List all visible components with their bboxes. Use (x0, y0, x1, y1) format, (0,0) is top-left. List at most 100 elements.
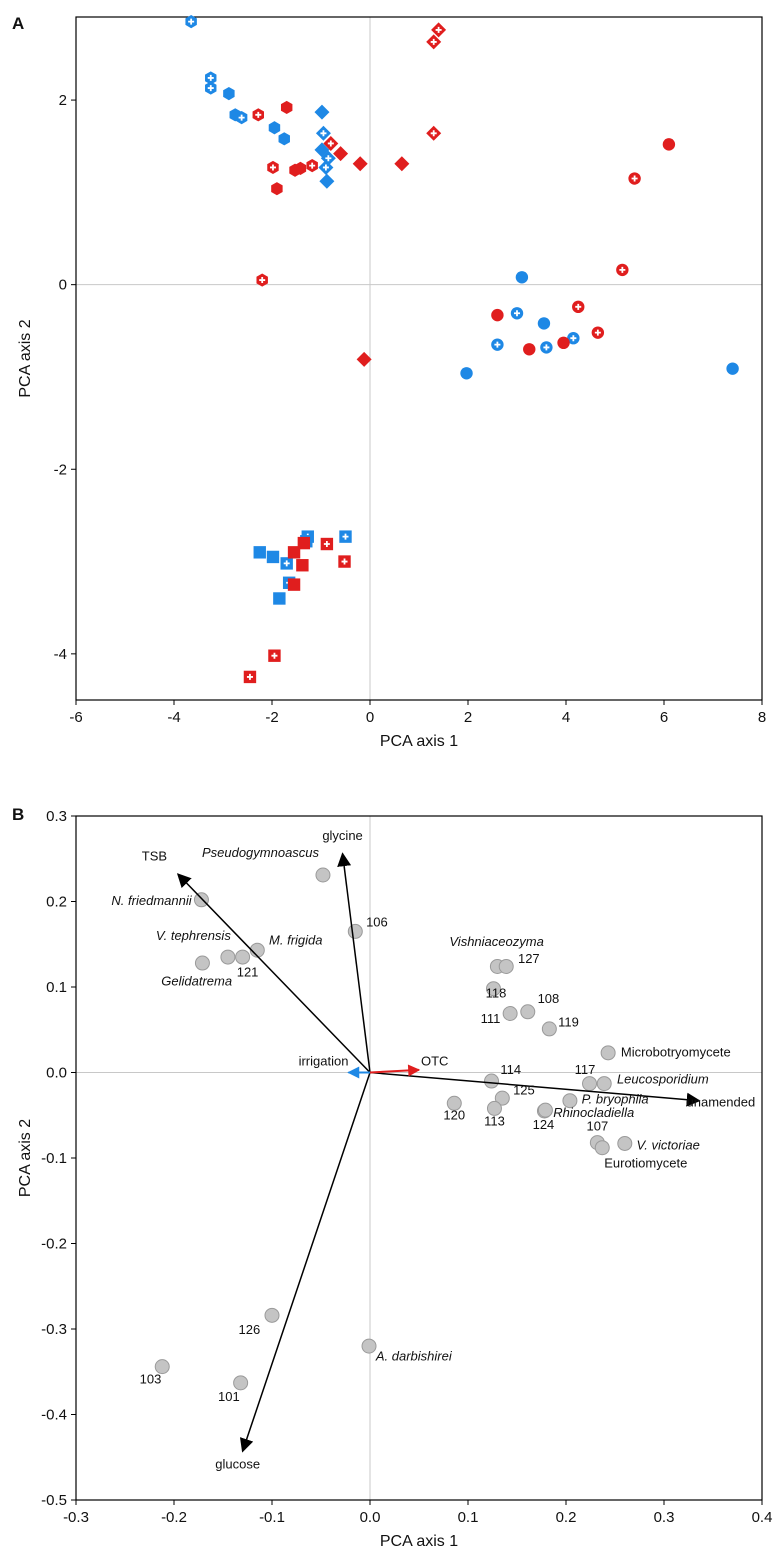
marker-square (287, 578, 301, 591)
panel-a: A -6 -4 -2 0 2 4 6 8 -4 -2 0 2 PCA axis 1 PCA axis 2 (12, 14, 766, 750)
point-hexagon-red (271, 182, 283, 196)
plus-glyph (342, 533, 349, 540)
marker-diamond (319, 173, 335, 189)
point-circle-red (662, 138, 676, 151)
plus-glyph (269, 164, 276, 171)
plus-glyph (255, 111, 262, 118)
taxon-label: 117 (575, 1062, 596, 1077)
plus-glyph (619, 266, 626, 273)
y-tick-label: 0.1 (46, 979, 67, 996)
taxon-label: 124 (533, 1117, 555, 1132)
y-tick-label: -0.4 (41, 1407, 67, 1424)
point-square-red (320, 537, 334, 551)
taxon-point (502, 1006, 518, 1022)
vector-unamended (369, 1071, 701, 1107)
plus-glyph (309, 162, 316, 169)
taxon-point (594, 1140, 610, 1156)
taxon-label: M. frigida (269, 932, 322, 947)
plus-glyph (435, 26, 442, 33)
point-hexagon-blue (268, 121, 281, 135)
point-circle-blue (540, 341, 553, 354)
y-tick-label: -0.3 (41, 1321, 67, 1338)
taxon-point (541, 1021, 557, 1037)
plus-glyph (283, 560, 290, 567)
plus-glyph (323, 541, 330, 548)
plus-glyph (320, 130, 327, 137)
marker-diamond (356, 351, 372, 367)
x-axis-label: PCA axis 1 (380, 733, 458, 750)
marker-hexagon (280, 100, 293, 115)
marker-square (266, 550, 280, 564)
plus-glyph (271, 652, 278, 659)
marker-circle (726, 362, 739, 375)
point-circle-blue (460, 367, 473, 380)
plus-glyph (514, 310, 520, 317)
point-circle-red (616, 263, 629, 277)
point-hexagon-red (252, 108, 264, 122)
x-tick-label: -0.2 (161, 1509, 187, 1526)
point-circle-blue (491, 338, 504, 351)
taxon-label: Eurotiomycete (604, 1155, 687, 1170)
taxon-point (484, 1073, 500, 1089)
taxon-point (154, 1359, 170, 1375)
point-hexagon-red (280, 100, 293, 115)
taxon-label: 127 (518, 951, 540, 966)
point-hexagon-blue (278, 132, 290, 146)
marker-circle (662, 138, 676, 151)
point-diamond-red (431, 22, 447, 38)
y-tick-label: -0.1 (41, 1150, 67, 1167)
taxon-point (194, 955, 210, 971)
panel-b: B -0.3 -0.2 -0.1 0.0 0.1 0.2 0.3 0.4 -0.5 -0.4 -0.… (12, 805, 772, 1550)
vector-label: glycine (322, 828, 362, 843)
y-axis-label: PCA axis 2 (17, 319, 34, 397)
taxon-point (562, 1093, 578, 1109)
marker-square (253, 546, 266, 559)
marker-circle (523, 343, 536, 356)
taxon-point (596, 1076, 612, 1092)
marker-hexagon (278, 132, 290, 146)
point-circle-blue (726, 362, 739, 375)
marker-hexagon (294, 161, 307, 175)
taxon-label: Vishniaceozyma (449, 934, 543, 949)
marker-square (273, 592, 286, 605)
taxon-label: V. victoriae (637, 1137, 700, 1152)
taxon-label: 121 (237, 965, 259, 980)
taxon-point (486, 1100, 502, 1116)
x-tick-label: 0.3 (654, 1509, 675, 1526)
plus-glyph (246, 673, 253, 680)
taxon-label: P. bryophila (582, 1091, 649, 1106)
point-hexagon-blue (223, 87, 235, 101)
taxon-label: 114 (500, 1062, 521, 1077)
taxon-label: 111 (481, 1011, 501, 1026)
point-diamond-red (394, 156, 410, 172)
marker-circle (491, 308, 504, 322)
point-hexagon-red (256, 273, 268, 287)
marker-hexagon (223, 87, 235, 101)
taxon-label: Pseudogymnoascus (202, 845, 320, 860)
plus-glyph (327, 140, 334, 147)
taxon-label: 101 (218, 1389, 240, 1404)
taxon-label: 108 (538, 991, 560, 1006)
taxon-label: 119 (558, 1014, 579, 1029)
x-tick-label: 0.2 (556, 1509, 577, 1526)
vector-label: OTC (421, 1054, 448, 1069)
point-hexagon-blue (205, 81, 217, 95)
x-tick-label: -2 (265, 709, 278, 726)
taxon-label: 125 (513, 1083, 535, 1098)
plus-glyph (207, 85, 214, 92)
taxon-label: 106 (366, 914, 388, 929)
point-square-red (338, 555, 351, 568)
point-square-blue (280, 557, 293, 570)
taxon-label: 103 (140, 1372, 162, 1387)
y-tick-label: -0.5 (41, 1492, 67, 1509)
taxon-point (494, 1090, 510, 1106)
taxon-point (498, 958, 514, 974)
taxon-point (520, 1004, 536, 1020)
point-circle-red (523, 343, 536, 356)
taxon-point (315, 867, 331, 883)
taxon-point (264, 1307, 280, 1323)
taxon-point (361, 1338, 377, 1354)
plus-glyph (188, 18, 195, 25)
panel-b-letter: B (12, 805, 24, 824)
